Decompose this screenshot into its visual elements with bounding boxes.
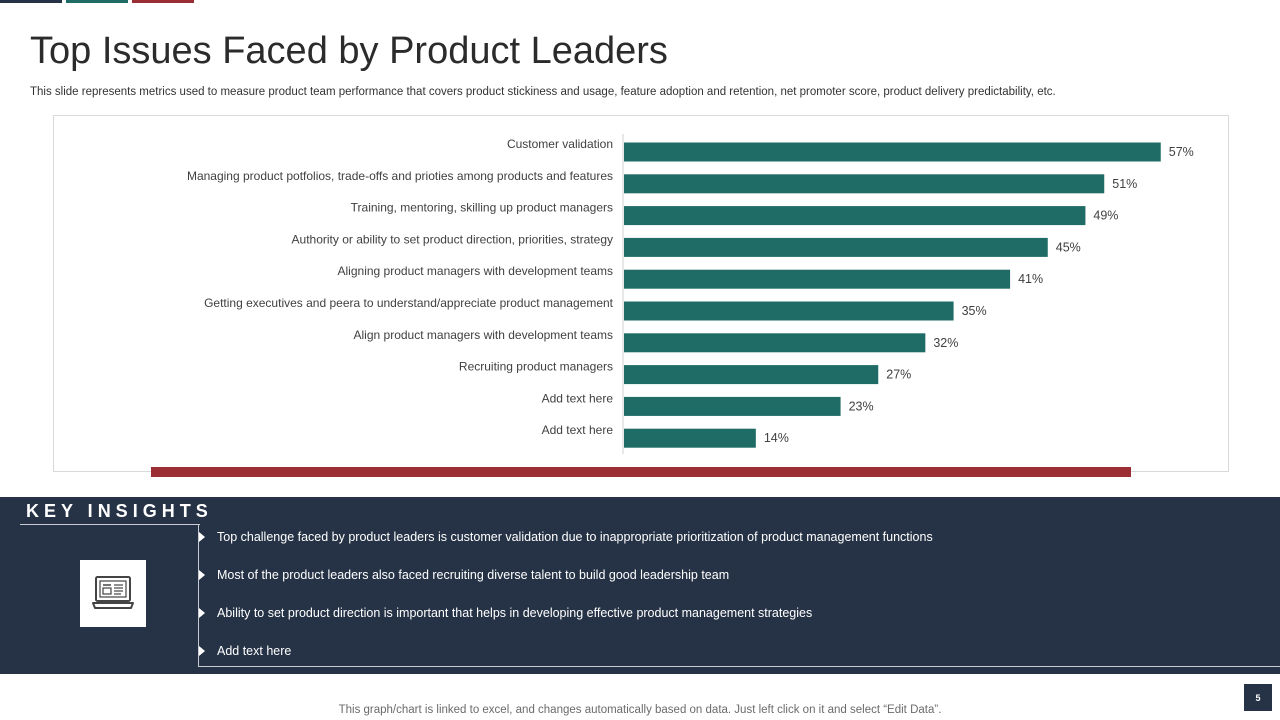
divider xyxy=(198,524,199,667)
top-accent-navy xyxy=(0,0,62,3)
top-accent-teal xyxy=(66,0,128,3)
bar[interactable] xyxy=(624,174,1105,194)
insight-text: Most of the product leaders also faced r… xyxy=(217,568,730,582)
insight-item: Most of the product leaders also faced r… xyxy=(198,565,729,585)
data-label: 51% xyxy=(1112,177,1137,191)
bar[interactable] xyxy=(624,365,879,385)
laptop-icon-graphic xyxy=(92,575,134,609)
category-label: Training, mentoring, skilling up product… xyxy=(351,201,613,215)
bar-chart[interactable]: Customer validation 57% Managing product p… xyxy=(54,116,1230,473)
key-insights-heading: KEY INSIGHTS xyxy=(26,501,213,521)
bar[interactable] xyxy=(624,142,1161,162)
category-label: Getting executives and peera to understa… xyxy=(204,296,614,310)
bar[interactable] xyxy=(624,206,1086,226)
bullet-arrow-icon xyxy=(199,532,205,542)
data-label: 41% xyxy=(1018,272,1043,286)
bar[interactable] xyxy=(624,237,1048,257)
category-label: Aligning product managers with developme… xyxy=(338,264,613,278)
data-label: 14% xyxy=(764,431,789,445)
page-number: 5 xyxy=(1244,684,1272,711)
category-label: Customer validation xyxy=(507,137,613,151)
bullet-arrow-icon xyxy=(199,646,205,656)
divider xyxy=(20,524,200,525)
category-label: Add text here xyxy=(542,423,614,437)
bar[interactable] xyxy=(624,301,954,321)
bullet-arrow-icon xyxy=(199,570,205,580)
insight-text: Ability to set product direction is impo… xyxy=(217,606,813,620)
insight-item: Top challenge faced by product leaders i… xyxy=(198,527,933,547)
bullet-arrow-icon xyxy=(199,608,205,618)
insight-item: Ability to set product direction is impo… xyxy=(198,603,812,623)
footer-note: This graph/chart is linked to excel, and… xyxy=(338,704,942,716)
chart-base-accent-bar xyxy=(151,467,1131,477)
top-accent-red xyxy=(132,0,194,3)
insight-text: Add text here xyxy=(217,644,292,658)
data-label: 49% xyxy=(1093,209,1118,223)
data-label: 35% xyxy=(962,304,987,318)
page-title: Top Issues Faced by Product Leaders xyxy=(30,30,668,72)
key-insights-panel: KEY INSIGHTS Top challenge faced by prod… xyxy=(0,497,1280,674)
bar-chart-container[interactable]: Customer validation 57% Managing product p… xyxy=(53,115,1229,472)
category-label: Add text here xyxy=(542,391,614,405)
data-label: 32% xyxy=(933,336,958,350)
insight-item: Add text here xyxy=(198,641,291,661)
category-label: Align product managers with development … xyxy=(354,328,613,342)
laptop-icon xyxy=(80,560,146,627)
page-subtitle: This slide represents metrics used to me… xyxy=(30,86,1056,98)
category-label: Recruiting product managers xyxy=(459,360,613,374)
divider xyxy=(198,666,1280,667)
category-label: Authority or ability to set product dire… xyxy=(292,232,613,246)
category-label: Managing product potfolios, trade-offs a… xyxy=(187,169,613,183)
data-label: 27% xyxy=(886,368,911,382)
insight-text: Top challenge faced by product leaders i… xyxy=(217,530,933,544)
bar[interactable] xyxy=(624,428,756,448)
bar[interactable] xyxy=(624,396,841,416)
data-label: 57% xyxy=(1169,145,1194,159)
data-label: 23% xyxy=(849,399,874,413)
bar[interactable] xyxy=(624,333,926,353)
bar[interactable] xyxy=(624,269,1011,289)
data-label: 45% xyxy=(1056,240,1081,254)
